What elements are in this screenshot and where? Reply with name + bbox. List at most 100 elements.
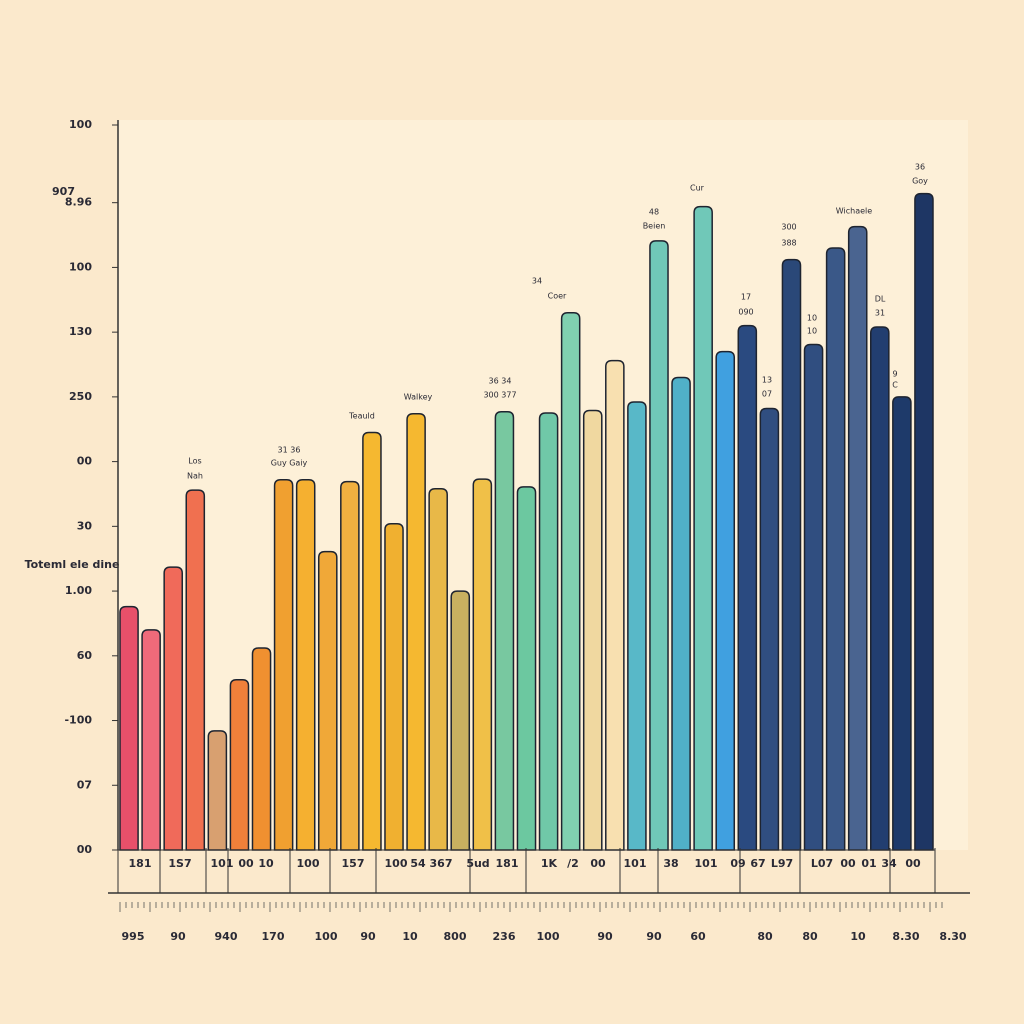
y-tick-label: 130 [69, 325, 92, 338]
bar [538, 412, 559, 851]
y-tick-label: 250 [69, 390, 92, 403]
x-label-upper: 10 [258, 857, 274, 870]
x-label-lower: 8.30 [892, 930, 919, 943]
x-label-lower: 8.30 [939, 930, 966, 943]
bar [472, 478, 493, 851]
x-label-lower: 90 [646, 930, 662, 943]
y-tick-label: -100 [64, 714, 92, 727]
x-label-upper: 09 [730, 857, 745, 870]
y-tick-label: 8.96 [65, 196, 92, 209]
x-label-lower: 90 [597, 930, 613, 943]
x-label-upper: 100 [297, 857, 320, 870]
annotation: C [892, 381, 898, 390]
x-label-upper: 101 [695, 857, 718, 870]
x-label-lower: 10 [402, 930, 418, 943]
bar [715, 350, 736, 851]
bar [693, 205, 713, 851]
x-label-upper: 157 [342, 857, 365, 870]
bar [163, 566, 183, 851]
bar [605, 359, 625, 851]
annotation: Walkey [404, 393, 433, 402]
x-label-lower: 236 [493, 930, 516, 943]
x-label-lower: 80 [802, 930, 818, 943]
bar [781, 258, 802, 851]
annotation: 9 [892, 370, 897, 379]
x-label-upper: 54 [410, 857, 426, 870]
annotation: 07 [762, 390, 772, 399]
annotation: 17 [741, 293, 751, 302]
bar [251, 647, 272, 851]
annotation: Los [188, 457, 201, 466]
bar [803, 343, 824, 851]
bar [516, 486, 537, 851]
bar [582, 409, 603, 851]
x-label-upper: 100 [385, 857, 408, 870]
x-label-upper: 101 [624, 857, 647, 870]
annotation: 300 [781, 223, 796, 232]
x-label-lower: 170 [262, 930, 285, 943]
bar [428, 488, 448, 851]
x-label-upper: 38 [663, 857, 678, 870]
x-label-lower: 90 [170, 930, 186, 943]
x-label-upper: L07 [811, 857, 833, 870]
y-tick-label: 00 [77, 843, 93, 856]
bar [229, 679, 250, 851]
bar [847, 225, 868, 851]
bar [560, 311, 581, 851]
x-label-lower: 10 [850, 930, 866, 943]
annotation: 36 [915, 163, 925, 172]
x-label-upper: 5ud [466, 857, 489, 870]
annotation: 31 36 [278, 446, 301, 455]
annotation: Teauld [348, 412, 375, 421]
bar [825, 247, 846, 851]
x-label-upper: /2 [567, 857, 579, 870]
annotation: Nah [187, 472, 203, 481]
annotation: 10 [807, 314, 817, 323]
bar [759, 407, 780, 851]
y-tick-label: 100 [69, 118, 92, 131]
x-label-lower: 800 [444, 930, 467, 943]
bar [273, 478, 294, 851]
y-tick-label: 1.00 [65, 584, 92, 597]
annotation: 10 [807, 327, 817, 336]
bar [119, 605, 139, 851]
annotation: 48 [649, 208, 659, 217]
x-label-lower: 60 [690, 930, 706, 943]
bar [317, 550, 338, 851]
x-label-upper: 34 [881, 857, 897, 870]
x-label-upper: 181 [496, 857, 519, 870]
x-label-upper: 00 [590, 857, 606, 870]
bar [737, 324, 758, 851]
x-label-upper: 1S7 [168, 857, 191, 870]
x-label-upper: L97 [771, 857, 793, 870]
x-label-upper: 00 [840, 857, 856, 870]
bar [340, 480, 360, 851]
bar [627, 401, 647, 851]
x-label-lower: 100 [315, 930, 338, 943]
bar [141, 629, 161, 851]
bar [671, 376, 691, 851]
annotation: 31 [875, 309, 885, 318]
x-label-lower: 90 [360, 930, 376, 943]
annotation: DL [875, 295, 886, 304]
bar [892, 396, 912, 851]
y-tick-label: 100 [69, 260, 92, 273]
annotation: 36 34 [489, 377, 512, 386]
x-label-lower: 100 [537, 930, 560, 943]
annotation: Cur [690, 184, 705, 193]
annotation: Guy Gaiy [271, 459, 308, 468]
annotation: 388 [781, 239, 796, 248]
annotation: 300 377 [483, 391, 516, 400]
x-label-upper: 67 [750, 857, 765, 870]
x-label-upper: 1K [541, 857, 558, 870]
y-tick-label: 30 [77, 519, 93, 532]
bar [384, 523, 404, 851]
bar [362, 431, 382, 851]
annotation: Beien [643, 222, 666, 231]
annotation: 34 [532, 277, 542, 286]
y-tick-label: 60 [77, 649, 93, 662]
x-label-upper: 00 [238, 857, 254, 870]
y-axis-title: Toteml ele dine [25, 558, 120, 571]
